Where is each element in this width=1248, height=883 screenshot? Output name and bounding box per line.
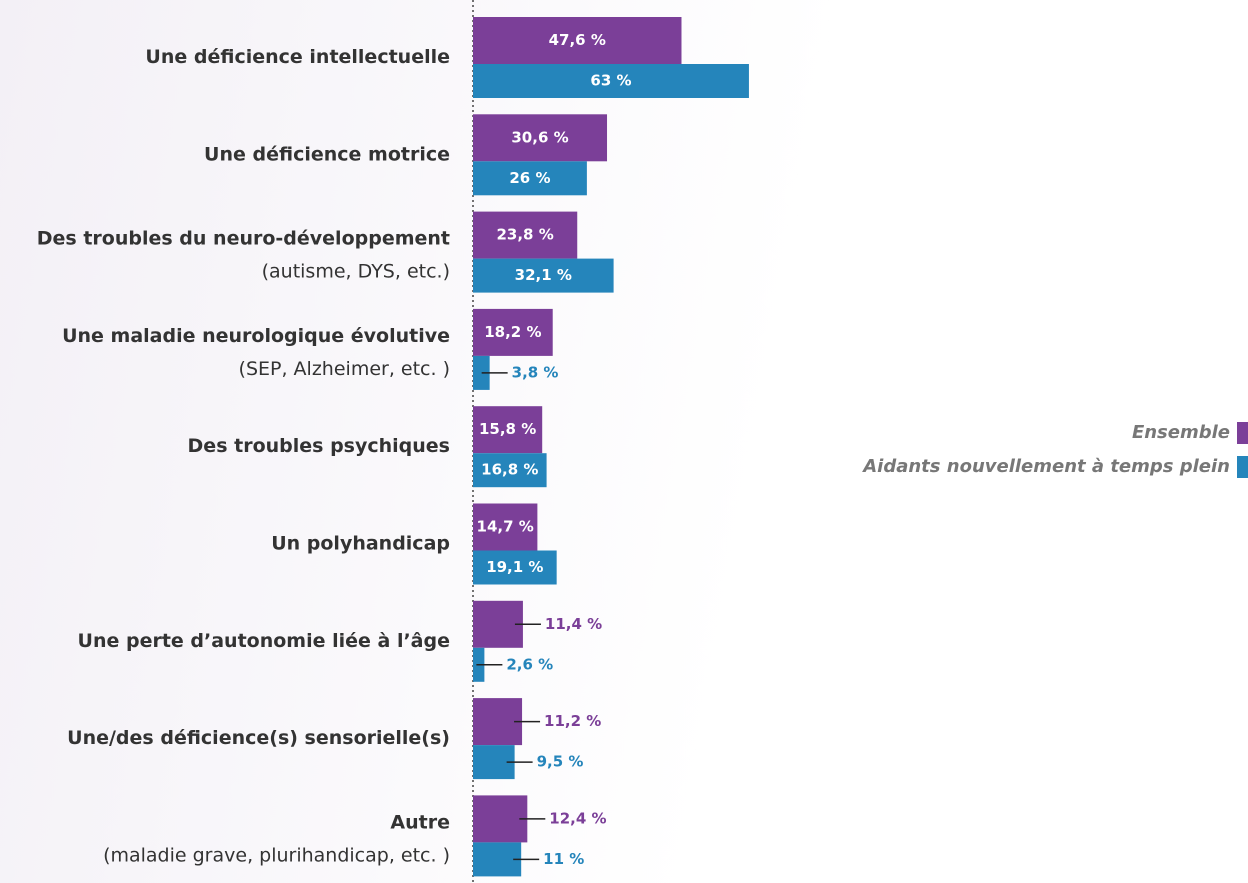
bar — [473, 550, 557, 585]
bar — [473, 453, 547, 488]
category-label: Un polyhandicap — [271, 533, 450, 555]
category-label: Une perte d’autonomie liée à l’âge — [78, 630, 450, 652]
category-label: Une déficience motrice — [204, 143, 450, 165]
value-label: 23,8 % — [496, 226, 553, 244]
legend-label: Aidants nouvellement à temps plein — [861, 456, 1230, 477]
category-detail: (maladie grave, plurihandicap, etc. ) — [103, 844, 450, 866]
legend-label: Ensemble — [1132, 422, 1230, 443]
value-label: 16,8 % — [481, 461, 538, 479]
value-label: 14,7 % — [477, 518, 534, 536]
bar — [473, 842, 522, 877]
value-label: 26 % — [509, 169, 550, 187]
value-label: 11 % — [543, 850, 584, 868]
bar — [473, 308, 553, 356]
value-label: 18,2 % — [484, 323, 541, 341]
bar — [473, 406, 543, 454]
bar — [473, 795, 528, 843]
value-label: 63 % — [590, 72, 631, 90]
category-label: Une maladie neurologique évolutive — [62, 325, 450, 347]
legend-swatch — [1237, 456, 1248, 478]
category-label: Une/des déficience(s) sensorielle(s) — [67, 727, 450, 749]
bar — [473, 600, 523, 648]
category-detail: (SEP, Alzheimer, etc. ) — [239, 358, 450, 380]
value-label: 47,6 % — [549, 31, 606, 49]
bar — [473, 114, 608, 162]
bar — [473, 698, 523, 746]
value-label: 30,6 % — [511, 128, 568, 146]
bar — [473, 258, 614, 293]
bar — [473, 503, 538, 551]
category-detail: (autisme, DYS, etc.) — [262, 261, 450, 283]
bar — [473, 64, 749, 98]
value-label: 9,5 % — [537, 753, 584, 771]
legend-swatch — [1237, 422, 1248, 444]
bar — [473, 211, 578, 259]
category-label: Autre — [390, 811, 450, 833]
bar — [473, 161, 587, 196]
value-label: 15,8 % — [479, 420, 536, 438]
category-label: Une déficience intellectuelle — [145, 46, 450, 68]
bar — [473, 17, 682, 64]
value-label: 19,1 % — [486, 558, 543, 576]
value-label: 2,6 % — [506, 655, 553, 673]
value-label: 11,4 % — [545, 615, 602, 633]
value-label: 3,8 % — [512, 363, 559, 381]
value-label: 32,1 % — [515, 266, 572, 284]
category-label: Des troubles du neuro-développement — [37, 228, 450, 250]
value-label: 12,4 % — [549, 809, 606, 827]
value-label: 11,2 % — [544, 712, 601, 730]
bar — [473, 355, 490, 390]
category-label: Des troubles psychiques — [188, 435, 450, 457]
